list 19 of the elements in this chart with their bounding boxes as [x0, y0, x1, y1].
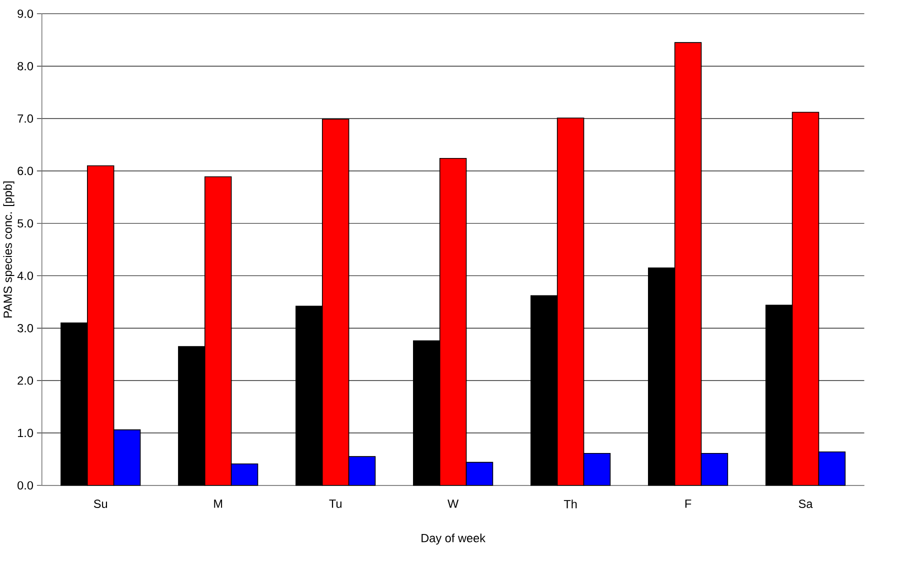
y-tick-label: 8.0	[18, 62, 34, 70]
x-tick-label: F	[685, 500, 692, 508]
x-tick-label: Su	[94, 500, 108, 508]
y-tick-label: 1.0	[18, 428, 34, 438]
x-tick-label: M	[214, 500, 222, 508]
y-tick-label: 3.0	[18, 324, 34, 332]
x-tick-label: W	[448, 500, 459, 508]
y-tick-label: 6.0	[18, 166, 34, 176]
y-tick-label: 0.0	[18, 481, 34, 490]
y-axis-title: PAMS species conc. [ppb]	[3, 182, 14, 318]
y-tick-label: 7.0	[18, 114, 34, 123]
y-tick-label: 9.0	[18, 10, 34, 18]
x-tick-label: Th	[564, 500, 577, 508]
x-tick-label: Tu	[329, 500, 342, 508]
x-tick-label: Sa	[798, 500, 813, 508]
x-axis-title: Day of week	[422, 534, 486, 545]
y-tick-label: 4.0	[17, 272, 34, 280]
y-tick-label: 5.0	[18, 219, 34, 228]
y-tick-label: 2.0	[18, 376, 34, 385]
